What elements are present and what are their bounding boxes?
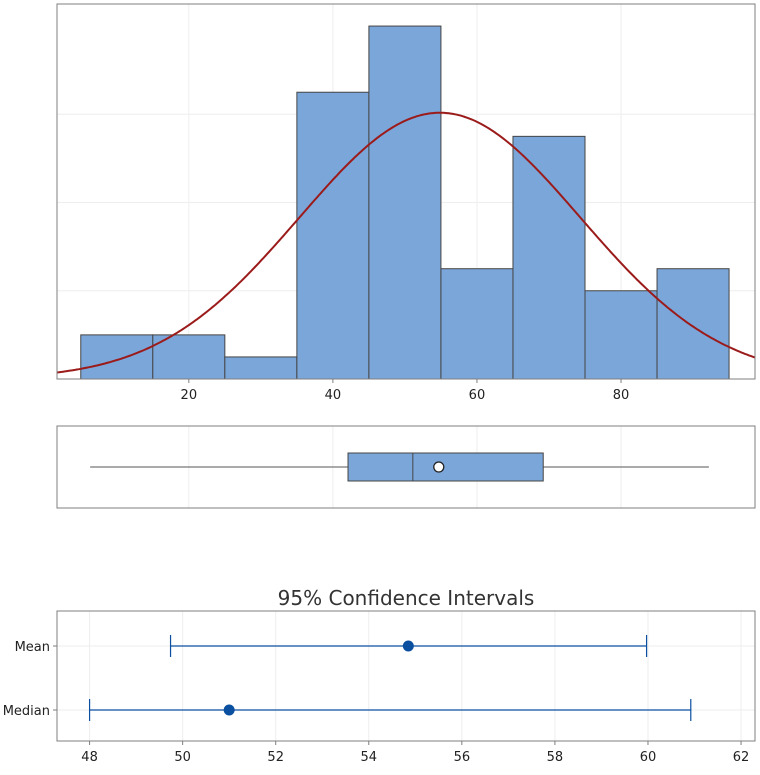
y-tick-label: Mean xyxy=(15,640,50,655)
y-tick-label: Median xyxy=(3,704,50,719)
ci-estimate-point xyxy=(402,640,414,652)
ci-panel: Mean Median 48 50 52 54 56 58 60 62 xyxy=(3,610,756,765)
histogram-bar xyxy=(656,268,730,380)
x-tick-label: 56 xyxy=(454,750,471,765)
boxplot-panel xyxy=(56,425,756,509)
x-tick-label: 54 xyxy=(360,750,377,765)
ci-title: 95% Confidence Intervals xyxy=(278,586,535,610)
x-tick-label: 20 xyxy=(181,388,198,403)
histogram-bar xyxy=(296,91,370,380)
histogram-bar xyxy=(224,356,298,380)
plot-frame xyxy=(56,610,756,742)
plot-frame xyxy=(56,3,756,380)
x-tick-label: 62 xyxy=(733,750,750,765)
plot-frame xyxy=(56,425,756,509)
ci-estimate-point xyxy=(223,704,235,716)
histogram-bar xyxy=(512,135,586,380)
x-tick-label: 40 xyxy=(325,388,342,403)
histogram-bar xyxy=(584,290,658,380)
histogram-bar xyxy=(368,25,442,380)
x-tick-label: 58 xyxy=(547,750,564,765)
box-iqr xyxy=(347,452,544,482)
x-tick-label: 60 xyxy=(469,388,486,403)
normal-curve xyxy=(56,111,756,374)
x-tick-label: 50 xyxy=(174,750,191,765)
x-tick-label: 48 xyxy=(81,750,98,765)
histogram-bar xyxy=(440,268,514,380)
x-tick-label: 52 xyxy=(267,750,284,765)
x-tick-label: 60 xyxy=(640,750,657,765)
histogram-bar xyxy=(80,334,154,380)
x-tick-label: 80 xyxy=(613,388,630,403)
mean-marker xyxy=(433,461,445,473)
histogram-panel: 20 40 60 80 xyxy=(56,3,756,403)
